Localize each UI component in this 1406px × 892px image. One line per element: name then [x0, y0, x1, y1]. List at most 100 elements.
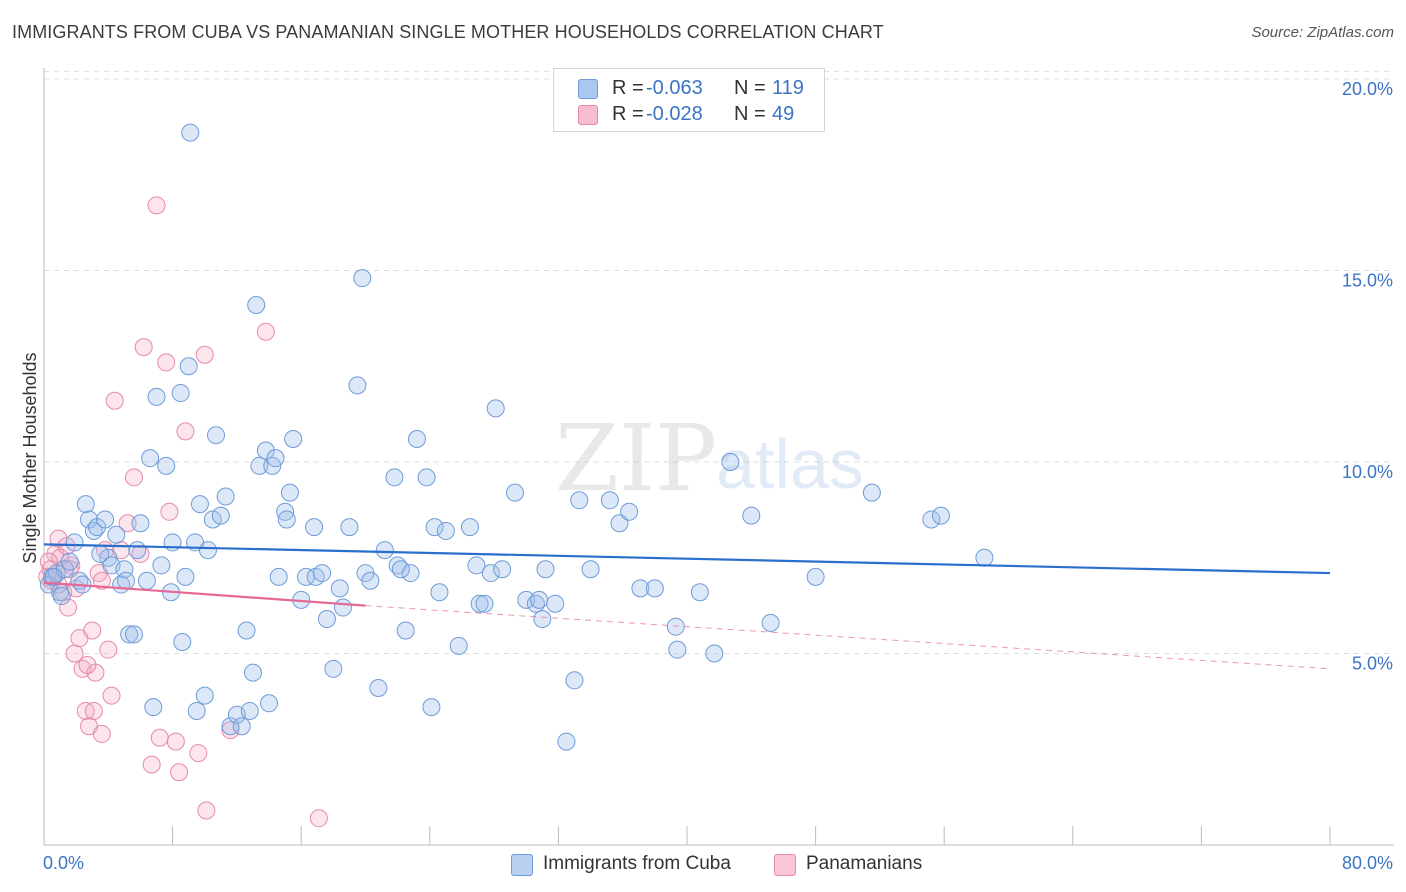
grid-lines	[44, 70, 1394, 654]
legend-r-label: R =	[612, 77, 644, 99]
data-point-cuba	[240, 701, 259, 720]
data-point-cuba	[128, 541, 147, 560]
data-point-cuba	[256, 441, 275, 460]
data-point-cuba	[305, 518, 324, 537]
data-point-cuba	[207, 426, 226, 445]
tick-labels: 5.0% 10.0% 15.0% 20.0% 0.0% 80.0%	[43, 79, 1393, 873]
data-point-cuba	[631, 579, 650, 598]
data-point-panamanians	[125, 468, 144, 487]
data-point-cuba	[396, 621, 415, 640]
data-point-panamanians	[256, 322, 275, 341]
data-point-cuba	[422, 698, 441, 717]
data-point-panamanians	[92, 724, 111, 743]
data-point-cuba	[436, 521, 455, 540]
data-point-cuba	[505, 483, 524, 502]
y-tick-label: 5.0%	[1352, 654, 1393, 674]
data-point-cuba	[761, 613, 780, 632]
data-point-cuba	[96, 510, 115, 529]
data-point-cuba	[721, 453, 740, 471]
data-point-cuba	[152, 556, 171, 575]
data-point-cuba	[141, 449, 160, 468]
data-point-panamanians	[134, 338, 153, 357]
data-point-cuba	[430, 583, 449, 602]
legend-r-value: -0.028	[646, 103, 703, 125]
data-point-cuba	[931, 506, 950, 525]
data-point-panamanians	[84, 701, 103, 720]
y-tick-label: 10.0%	[1342, 462, 1393, 482]
legend-row-panamanians: R = -0.028 N = 49	[554, 101, 824, 127]
data-point-cuba	[385, 468, 404, 487]
watermark-atlas: atlas	[716, 425, 864, 503]
data-point-panamanians	[195, 345, 214, 364]
legend-swatch-panamanians	[578, 105, 598, 125]
data-point-cuba	[407, 430, 426, 449]
data-point-cuba	[280, 483, 299, 502]
y-tick-label: 20.0%	[1342, 79, 1393, 99]
data-point-cuba	[690, 583, 709, 602]
data-point-cuba	[581, 560, 600, 579]
series-cuba	[39, 123, 994, 751]
legend-row-cuba: R = -0.063 N = 119	[554, 75, 824, 101]
data-point-panamanians	[221, 721, 240, 740]
chart-title: IMMIGRANTS FROM CUBA VS PANAMANIAN SINGL…	[12, 22, 884, 42]
data-point-cuba	[232, 717, 251, 736]
data-point-cuba	[324, 659, 343, 678]
data-point-cuba	[975, 548, 994, 567]
data-point-cuba	[600, 491, 619, 510]
data-point-cuba	[269, 567, 288, 586]
data-point-cuba	[260, 694, 279, 713]
data-point-cuba	[116, 571, 135, 590]
data-point-cuba	[76, 495, 95, 514]
data-point-cuba	[277, 510, 296, 529]
watermark-zip: ZIP	[555, 405, 717, 512]
data-point-panamanians	[92, 571, 111, 590]
data-point-panamanians	[105, 391, 124, 410]
legend-r-value: -0.063	[646, 77, 703, 99]
data-point-cuba	[369, 678, 388, 697]
legend-swatch-cuba	[578, 79, 598, 99]
data-point-panamanians	[189, 744, 208, 763]
data-point-cuba	[565, 671, 584, 690]
trend-line-cuba	[43, 543, 1331, 575]
data-point-cuba	[176, 567, 195, 586]
data-point-cuba	[157, 456, 176, 475]
data-point-cuba	[250, 456, 269, 475]
data-point-cuba	[195, 686, 214, 705]
stats-legend: R = -0.063 N = 119 R = -0.028 N = 49	[553, 68, 825, 132]
data-point-panamanians	[78, 655, 97, 674]
watermark: ZIP atlas	[555, 405, 864, 512]
data-point-cuba	[862, 483, 881, 502]
legend-swatch-cuba	[511, 854, 533, 876]
legend-n-label: N =	[734, 103, 766, 125]
data-point-cuba	[546, 594, 565, 613]
legend-r-label: R =	[612, 103, 644, 125]
data-point-cuba	[536, 560, 555, 579]
data-point-cuba	[179, 357, 198, 376]
trend-line-panamanians	[43, 581, 366, 607]
data-point-cuba	[417, 468, 436, 487]
data-point-panamanians	[99, 640, 118, 659]
axes	[43, 68, 1394, 846]
data-point-panamanians	[166, 732, 185, 751]
data-point-cuba	[120, 625, 139, 644]
data-point-panamanians	[309, 809, 328, 828]
data-point-cuba	[470, 594, 489, 613]
data-point-cuba	[460, 518, 479, 537]
data-point-cuba	[530, 590, 549, 609]
data-point-cuba	[425, 518, 444, 537]
data-point-cuba	[742, 506, 761, 525]
data-point-cuba	[570, 491, 589, 510]
data-point-panamanians	[102, 686, 121, 705]
data-point-cuba	[486, 399, 505, 418]
data-point-panamanians	[176, 422, 195, 441]
data-point-cuba	[137, 571, 156, 590]
data-point-panamanians	[147, 196, 166, 215]
data-point-cuba	[340, 518, 359, 537]
data-point-cuba	[333, 598, 352, 617]
data-point-cuba	[52, 587, 71, 606]
data-point-cuba	[620, 502, 639, 521]
data-point-panamanians	[118, 514, 137, 533]
data-point-panamanians	[59, 598, 78, 617]
data-point-cuba	[475, 594, 494, 613]
